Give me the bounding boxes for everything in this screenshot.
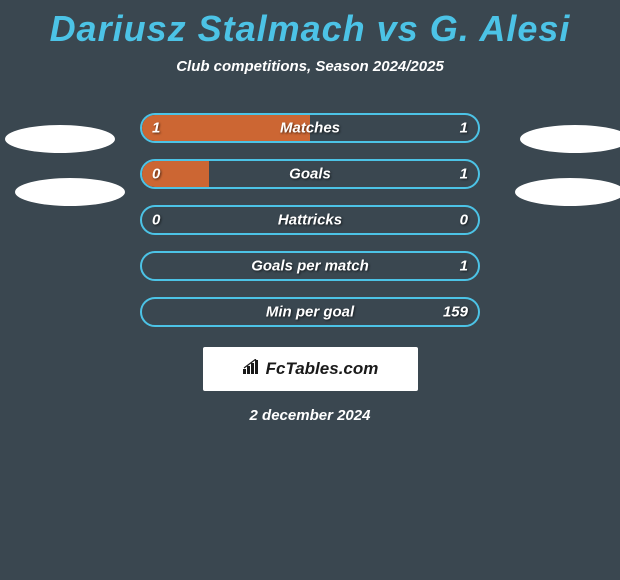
stat-label: Min per goal	[266, 304, 354, 321]
stat-bar: 0 Goals 1	[140, 159, 480, 189]
comparison-subtitle: Club competitions, Season 2024/2025	[0, 58, 620, 75]
stat-left-value: 0	[152, 166, 160, 183]
stat-label: Goals	[289, 166, 331, 183]
logo-text: FcTables.com	[242, 359, 379, 380]
stat-right-value: 1	[460, 120, 468, 137]
stat-row: Goals per match 1	[0, 243, 620, 289]
stat-right-value: 1	[460, 258, 468, 275]
stat-bar: Goals per match 1	[140, 251, 480, 281]
stats-chart: 1 Matches 1 0 Goals 1 0 Hattricks 0 Goals per mat…	[0, 105, 620, 335]
stat-right-value: 0	[460, 212, 468, 229]
logo-container: FcTables.com	[203, 347, 418, 391]
stat-row: 0 Goals 1	[0, 151, 620, 197]
stat-right-value: 159	[443, 304, 468, 321]
logo-label: FcTables.com	[266, 359, 379, 379]
date-text: 2 december 2024	[0, 407, 620, 424]
comparison-title: Dariusz Stalmach vs G. Alesi	[0, 0, 620, 50]
stat-label: Matches	[280, 120, 340, 137]
stat-row: 1 Matches 1	[0, 105, 620, 151]
stat-left-value: 0	[152, 212, 160, 229]
stat-right-value: 1	[460, 166, 468, 183]
stat-left-value: 1	[152, 120, 160, 137]
stat-label: Goals per match	[251, 258, 369, 275]
stat-row: Min per goal 159	[0, 289, 620, 335]
stat-label: Hattricks	[278, 212, 342, 229]
chart-icon	[242, 359, 262, 380]
stat-row: 0 Hattricks 0	[0, 197, 620, 243]
stat-bar: Min per goal 159	[140, 297, 480, 327]
stat-bar: 0 Hattricks 0	[140, 205, 480, 235]
stat-bar: 1 Matches 1	[140, 113, 480, 143]
